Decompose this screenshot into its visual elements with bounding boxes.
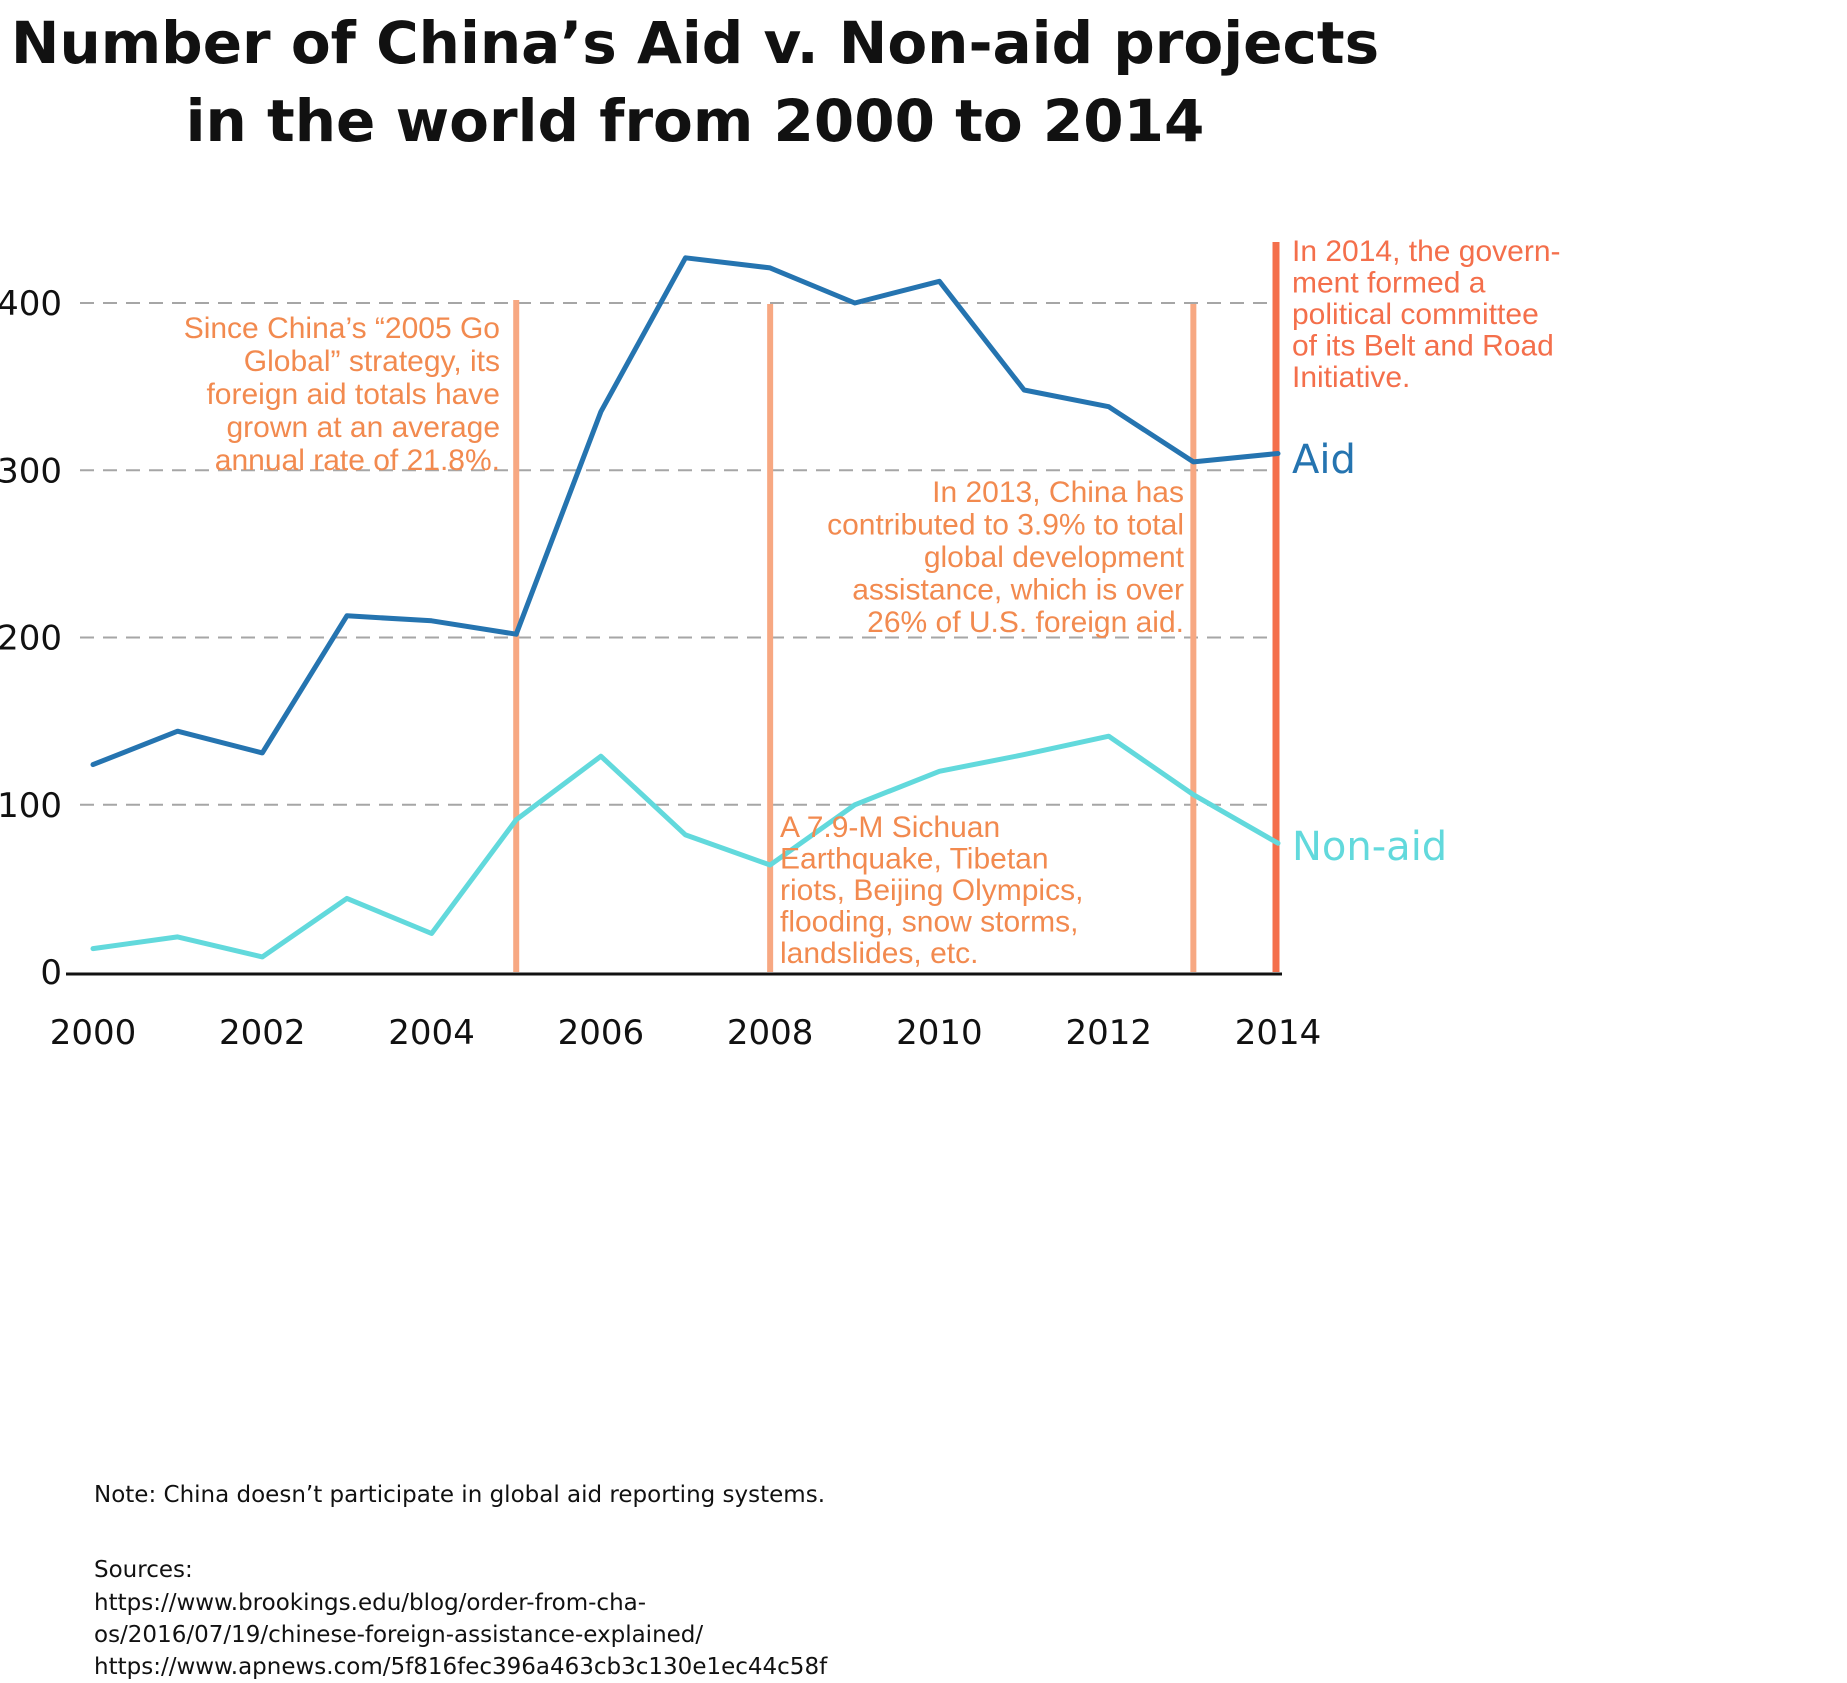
- axes: 0 100 200 300 400 2000 2002 2004 2006 2008 2010 201…: [0, 284, 1321, 1053]
- annotation-line: contributed to 3.9% to total: [827, 509, 1184, 542]
- x-tick-label: 2002: [219, 1013, 306, 1053]
- annotation-line: Global” strategy, its: [244, 345, 500, 378]
- annotation-line: riots, Beijing Olympics,: [780, 874, 1083, 907]
- y-tick-label: 300: [0, 451, 62, 491]
- x-tick-label: 2008: [727, 1013, 814, 1053]
- annotation-line: of its Belt and Road: [1292, 330, 1554, 363]
- footer-source-1: https://www.brookings.edu/blog/order-fro…: [94, 1590, 647, 1616]
- annotation-line: In 2014, the govern-: [1292, 235, 1561, 268]
- series-line-aid: [90, 255, 1281, 768]
- y-tick-label: 0: [40, 953, 62, 993]
- annotation-line: ment formed a: [1292, 267, 1486, 300]
- footer-source-2: os/2016/07/19/chinese-foreign-assistance…: [94, 1622, 704, 1648]
- annotation-line: assistance, which is over: [852, 574, 1184, 607]
- y-tick-label: 200: [0, 619, 62, 659]
- x-tick-label: 2000: [50, 1013, 137, 1053]
- y-tick-label: 400: [0, 284, 62, 324]
- grid-lines: [80, 302, 1278, 806]
- chart-title-line-2: in the world from 2000 to 2014: [185, 87, 1205, 155]
- footer-note: Note: China doesn’t participate in globa…: [94, 1482, 826, 1508]
- x-tick-label: 2014: [1235, 1013, 1322, 1053]
- chart-title-line-1: Number of China’s Aid v. Non-aid project…: [10, 9, 1380, 77]
- annotation-line: Earthquake, Tibetan: [780, 843, 1049, 876]
- annotation-line: global development: [924, 541, 1185, 574]
- footer-source-3: https://www.apnews.com/5f816fec396a463cb…: [94, 1654, 828, 1680]
- series-label-non-aid: Non-aid: [1292, 824, 1447, 870]
- annotation-line: political committee: [1292, 298, 1539, 331]
- annotation-line: flooding, snow storms,: [780, 906, 1078, 939]
- series-line-non-aid: [90, 733, 1281, 960]
- series-labels: Aid Non-aid: [1292, 437, 1447, 870]
- x-tick-label: 2004: [388, 1013, 475, 1053]
- annotation-line: 26% of U.S. foreign aid.: [867, 606, 1184, 639]
- annotation-line: foreign aid totals have: [206, 378, 500, 411]
- annotation-line: Initiative.: [1292, 361, 1410, 394]
- series-label-aid: Aid: [1292, 437, 1356, 483]
- annotation-4: In 2014, the govern-ment formed apolitic…: [1292, 235, 1561, 394]
- footer-sources-label: Sources:: [94, 1557, 193, 1583]
- y-tick-label: 100: [0, 786, 62, 826]
- annotation-line: annual rate of 21.8%.: [215, 444, 500, 477]
- annotation-line: Since China’s “2005 Go: [184, 312, 500, 345]
- x-tick-label: 2006: [558, 1013, 645, 1053]
- annotation-line: grown at an average: [226, 411, 500, 444]
- annotation-line: A 7.9-M Sichuan: [780, 811, 1000, 844]
- x-tick-label: 2010: [896, 1013, 983, 1053]
- annotation-line: In 2013, China has: [932, 476, 1184, 509]
- x-tick-label: 2012: [1065, 1013, 1152, 1053]
- line-chart: 0 100 200 300 400 2000 2002 2004 2006 2008 2010 201…: [0, 235, 1561, 1053]
- series-lines: [90, 255, 1281, 960]
- annotation-line: landslides, etc.: [780, 937, 978, 970]
